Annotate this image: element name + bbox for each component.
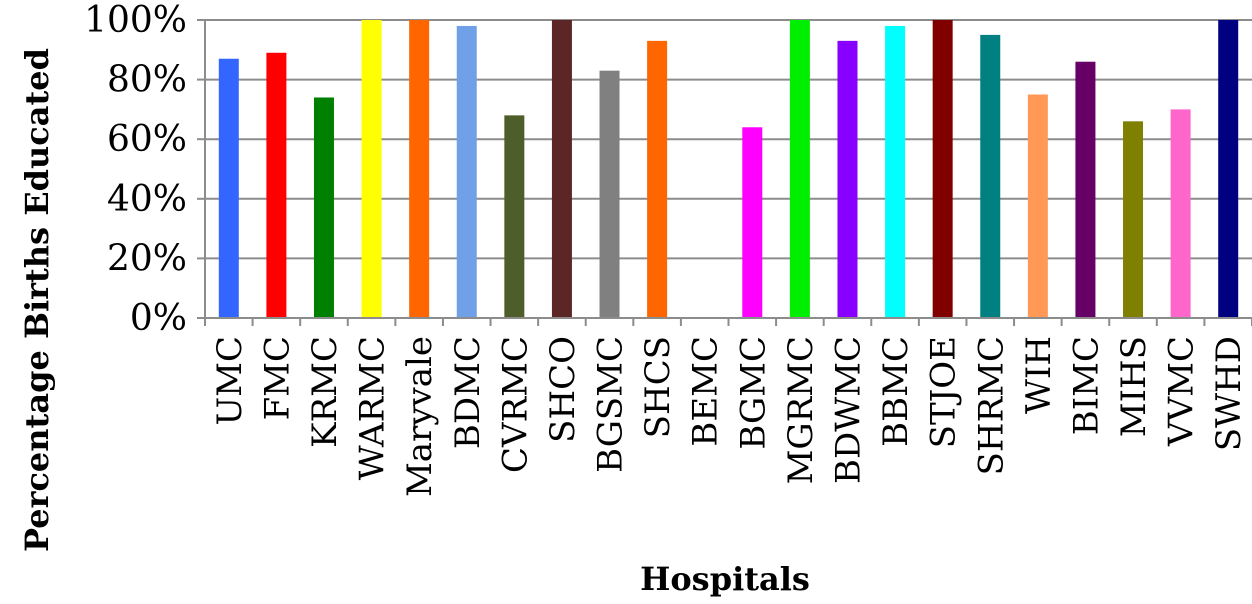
bar-shrmc (980, 34, 1001, 319)
bar-bdwmc (837, 40, 858, 319)
bar-shcs (647, 40, 668, 319)
bar-stjoe (932, 20, 953, 318)
category-label: STJOE (924, 336, 964, 448)
bars (218, 20, 1239, 319)
category-label: CVRMC (495, 336, 535, 473)
y-tick-label: 20% (107, 238, 187, 279)
category-label: WARMC (353, 336, 393, 480)
axes (197, 19, 1252, 326)
category-label: SHCS (638, 336, 678, 438)
bar-wih (1027, 94, 1048, 318)
category-labels: UMC FMC KRMC WARMC Maryvale BDMC CVRMC SHCO BGSM… (210, 336, 1249, 497)
bar-bimc (1075, 61, 1096, 318)
bar-krmc (313, 97, 334, 318)
category-label: MIHS (1114, 336, 1154, 437)
x-axis-title: Hospitals (640, 560, 810, 598)
y-tick-label: 0% (130, 298, 187, 339)
category-label: BIMC (1066, 336, 1106, 435)
category-label: Maryvale (400, 336, 440, 497)
bar-warmc (361, 20, 382, 318)
bar-umc (218, 58, 239, 319)
category-label: KRMC (305, 336, 345, 448)
category-label: BGSMC (591, 336, 631, 473)
y-tick-labels: 0% 20% 40% 60% 80% 100% (84, 0, 187, 339)
bar-bdmc (456, 25, 477, 319)
category-label: BGMC (733, 336, 773, 450)
y-tick-label: 40% (107, 179, 187, 220)
y-axis-title: Percentage Births Educated (18, 48, 56, 552)
y-tick-label: 80% (107, 60, 187, 101)
category-label: WIH (1019, 336, 1059, 414)
bar-cvrmc (504, 115, 525, 318)
category-label: SHRMC (971, 336, 1011, 475)
category-label: FMC (257, 336, 297, 420)
bar-vvmc (1170, 109, 1191, 319)
bar-mgrmc (789, 20, 810, 318)
category-label: BDMC (448, 336, 488, 449)
bar-fmc (266, 52, 287, 318)
bar-maryvale (409, 20, 430, 318)
category-label: VVMC (1162, 336, 1202, 447)
bar-swhd (1218, 20, 1239, 318)
category-label: BDWMC (828, 336, 868, 484)
category-label: SHCO (543, 336, 583, 443)
bar-bbmc (885, 25, 906, 319)
category-label: BEMC (686, 336, 726, 447)
category-label: MGRMC (781, 336, 821, 484)
bar-mihs (1123, 121, 1144, 318)
y-tick-label: 60% (107, 119, 187, 160)
bar-bgmc (742, 127, 763, 318)
category-label: UMC (210, 336, 250, 425)
y-tick-label: 100% (84, 0, 187, 41)
bar-bgsmc (599, 70, 620, 318)
category-label: BBMC (876, 336, 916, 447)
category-label: SWHD (1209, 336, 1249, 451)
bar-shco (551, 20, 572, 318)
